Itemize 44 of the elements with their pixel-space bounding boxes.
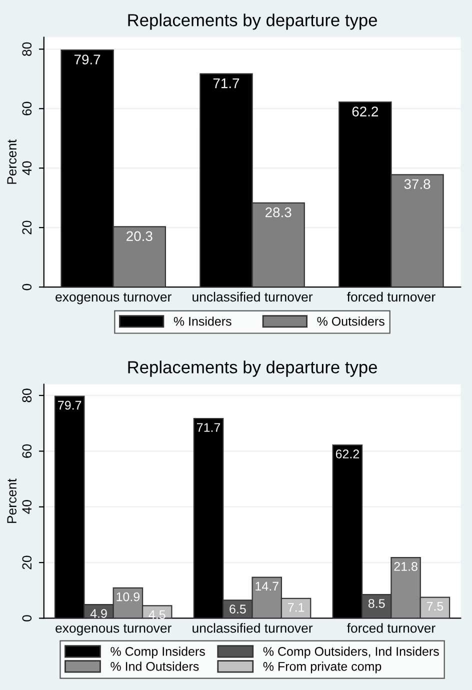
data-label: 79.7 — [74, 54, 100, 64]
data-label: 71.7 — [197, 423, 220, 432]
y-tick-label: 60 — [22, 102, 32, 116]
data-label: 6.5 — [230, 604, 246, 614]
data-label: 10.9 — [116, 592, 140, 602]
data-label: 37.8 — [404, 179, 430, 190]
x-tick-label: exogenous turnover — [56, 624, 172, 636]
y-tick-label: 80 — [22, 42, 32, 56]
data-label: 62.2 — [352, 106, 378, 116]
data-label: 79.7 — [58, 400, 82, 410]
y-tick-label: 20 — [22, 220, 32, 234]
legend-label: % Comp Outsiders, Ind Insiders — [263, 646, 439, 658]
data-label: 8.5 — [368, 599, 385, 608]
y-tick-label: 40 — [22, 500, 32, 514]
data-label: 21.8 — [394, 562, 418, 571]
y-tick-label: 60 — [22, 444, 32, 458]
chart-title: Replacements by departure type — [128, 14, 377, 30]
x-tick-label: unclassified turnover — [192, 623, 313, 633]
data-label: 4.5 — [148, 610, 166, 620]
legend-label: % From private comp — [263, 662, 382, 674]
legend-label: % Insiders — [174, 316, 232, 326]
legend-label: % Comp Insiders — [110, 646, 205, 658]
chart-title: Replacements by departure type — [128, 360, 377, 377]
x-tick-label: unclassified turnover — [192, 292, 313, 302]
y-axis-title: Percent — [7, 140, 16, 184]
data-label: 7.5 — [426, 602, 444, 611]
x-tick-label: forced turnover — [347, 292, 436, 302]
data-label: 20.3 — [126, 231, 152, 242]
x-tick-label: exogenous turnover — [56, 292, 172, 304]
data-label: 71.7 — [213, 78, 240, 88]
data-label: 4.9 — [90, 609, 107, 618]
data-label: 28.3 — [266, 207, 292, 218]
y-tick-label: 20 — [22, 556, 32, 570]
x-tick-label: forced turnover — [347, 623, 436, 633]
y-tick-label: 0 — [22, 284, 32, 290]
y-tick-label: 80 — [22, 388, 32, 402]
data-label: 7.1 — [288, 603, 304, 612]
y-tick-label: 40 — [22, 161, 32, 176]
y-tick-label: 0 — [22, 615, 32, 622]
data-label: 14.7 — [256, 582, 278, 591]
legend-label: % Outsiders — [317, 316, 384, 326]
legend-label: % Ind Outsiders — [110, 662, 199, 671]
data-label: 62.2 — [336, 450, 359, 458]
y-axis-title: Percent — [7, 478, 16, 523]
